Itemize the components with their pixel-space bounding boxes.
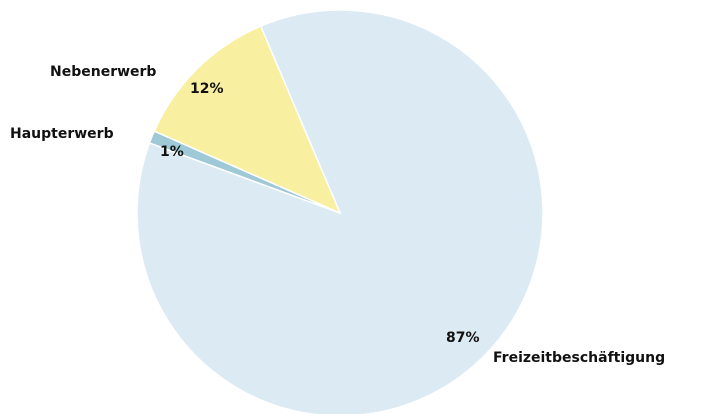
value-label: 12% bbox=[190, 81, 224, 97]
category-label: Freizeitbeschäftigung bbox=[493, 350, 665, 366]
category-label: Haupterwerb bbox=[10, 126, 114, 142]
pie-slice bbox=[153, 25, 342, 215]
value-label: 1% bbox=[160, 144, 184, 160]
value-label: 87% bbox=[446, 330, 480, 346]
category-label: Nebenerwerb bbox=[50, 64, 156, 80]
